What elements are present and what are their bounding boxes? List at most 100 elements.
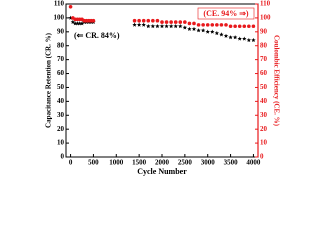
y2-tick-label: 0 xyxy=(260,153,264,161)
ce-point xyxy=(68,4,73,9)
annotation: (CE. 94% ⇒) xyxy=(203,9,248,18)
cr-point xyxy=(159,23,165,29)
ce-point xyxy=(160,20,164,24)
y-tick-label: 110 xyxy=(54,0,65,8)
cr-point xyxy=(214,30,220,36)
ce-point xyxy=(178,20,183,24)
y-tick-label: 60 xyxy=(57,69,65,77)
y2-tick-label: 110 xyxy=(260,0,271,8)
x-tick-label: 3000 xyxy=(201,159,216,167)
annotation-box xyxy=(197,7,255,20)
ce-point xyxy=(247,24,251,29)
ce-point xyxy=(164,20,169,24)
x-tick-label: 4000 xyxy=(246,159,261,167)
ce-point xyxy=(233,24,237,29)
ce-point xyxy=(146,18,151,23)
ce-point xyxy=(219,23,224,27)
cr-point xyxy=(77,21,82,26)
y2-tick-label: 30 xyxy=(260,111,268,119)
y-tick-label: 100 xyxy=(54,14,65,22)
ce-point xyxy=(187,21,192,26)
y-tick-label: 80 xyxy=(57,41,65,49)
ce-point xyxy=(210,23,215,27)
cr-point xyxy=(205,29,210,34)
chart: 0 500 1000 1500 2000 2500 3000 3500 400001020304… xyxy=(0,0,320,180)
x-tick-label: 2500 xyxy=(178,159,193,167)
cr-point xyxy=(146,23,151,29)
cr-point xyxy=(182,25,188,30)
ce-point xyxy=(91,18,96,23)
cr-point xyxy=(141,22,146,27)
cr-point xyxy=(210,29,215,34)
ce-point xyxy=(215,23,219,27)
cr-point xyxy=(173,23,178,29)
y2-tick-label: 100 xyxy=(260,14,271,22)
cr-point xyxy=(178,23,183,29)
ce-point xyxy=(192,21,196,26)
ce-point xyxy=(196,23,201,27)
cr-point xyxy=(191,26,197,31)
x-tick-label: 1500 xyxy=(132,159,147,167)
cr-point xyxy=(223,33,229,38)
cr-point xyxy=(155,23,160,29)
y2-tick-label: 60 xyxy=(260,69,268,77)
x-tick-label: 3500 xyxy=(224,159,239,167)
ce-point xyxy=(237,24,242,29)
ce-point xyxy=(228,24,233,29)
ce-point xyxy=(242,24,247,29)
cr-point xyxy=(228,35,233,40)
cr-point xyxy=(237,36,242,41)
y-tick-label: 40 xyxy=(57,97,65,105)
x-tick-label: 1000 xyxy=(109,159,124,167)
ce-point xyxy=(224,23,228,27)
ce-point xyxy=(141,18,146,23)
y-tick-label: 20 xyxy=(57,125,65,133)
cr-point xyxy=(187,26,192,31)
cr-point xyxy=(242,36,247,41)
y-tick-label: 30 xyxy=(57,111,65,119)
cr-point xyxy=(136,22,142,27)
cr-point xyxy=(72,21,78,26)
ce-point xyxy=(155,18,160,23)
y2-axis-label: Coulombic Efficiency (CE. %) xyxy=(272,35,280,127)
cr-point xyxy=(200,28,206,33)
y2-tick-label: 10 xyxy=(260,139,268,147)
y2-tick-label: 40 xyxy=(260,97,268,105)
cr-point xyxy=(150,23,156,29)
ce-point xyxy=(183,20,187,24)
y2-tick-label: 80 xyxy=(260,41,268,49)
ce-point xyxy=(151,18,155,23)
ce-point xyxy=(205,23,210,27)
cr-point xyxy=(232,35,238,40)
y-tick-label: 0 xyxy=(61,153,65,161)
x-axis-label: Cycle Number xyxy=(137,167,187,176)
cr-point xyxy=(196,28,201,33)
ce-point xyxy=(169,20,173,24)
cr-point xyxy=(75,21,80,26)
x-tick-label: 500 xyxy=(88,159,99,167)
background xyxy=(0,0,320,180)
y2-tick-label: 20 xyxy=(260,125,268,133)
cr-point xyxy=(132,22,137,27)
cr-point xyxy=(219,32,224,37)
ce-point xyxy=(137,18,141,23)
cr-point xyxy=(168,23,174,29)
ce-point xyxy=(173,20,178,24)
y-tick-label: 50 xyxy=(57,83,65,91)
ce-point xyxy=(201,23,205,27)
cr-point xyxy=(251,37,256,43)
y2-tick-label: 70 xyxy=(260,55,268,63)
y-tick-label: 10 xyxy=(57,139,65,147)
ce-point xyxy=(251,24,256,29)
y-tick-label: 90 xyxy=(57,27,65,35)
x-tick-label: 2000 xyxy=(155,159,170,167)
cr-point xyxy=(79,21,85,26)
y2-tick-label: 50 xyxy=(260,83,268,91)
ce-point xyxy=(132,18,137,23)
y2-tick-label: 90 xyxy=(260,27,268,35)
y-tick-label: 70 xyxy=(57,55,65,63)
annotation: (⇐ CR. 84%) xyxy=(74,31,120,40)
y-axis-label: Capacitance Retention (CR. %) xyxy=(45,32,53,128)
cr-point xyxy=(246,37,252,43)
x-tick-label: 0 xyxy=(69,159,73,167)
